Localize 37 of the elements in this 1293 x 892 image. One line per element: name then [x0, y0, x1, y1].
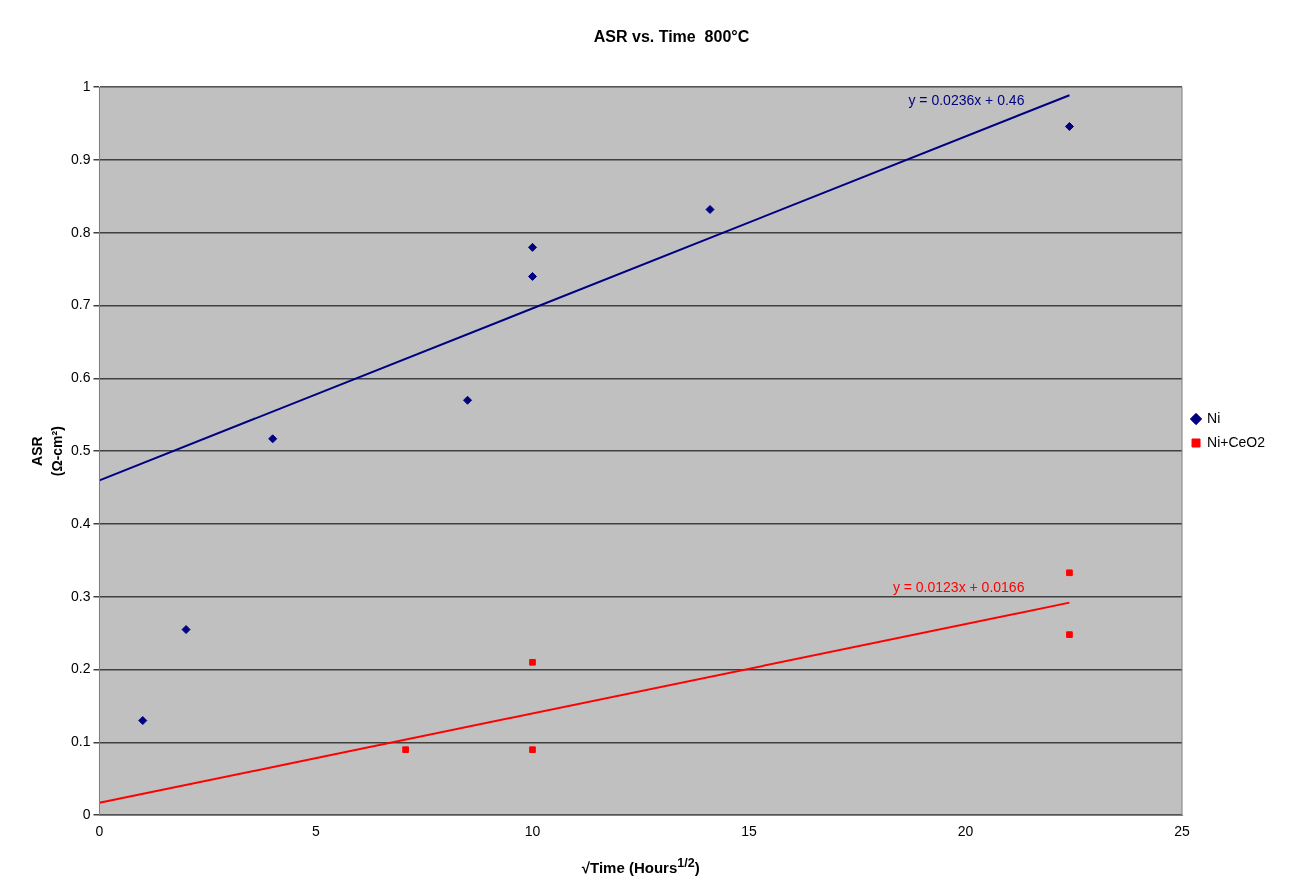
- y-tick-label: 0: [82, 806, 91, 823]
- annotation: y = 0.0236x + 0.46: [908, 92, 1025, 109]
- y-tick-label: 0.8: [70, 223, 91, 240]
- y-tick-label: 1: [82, 78, 91, 95]
- point: [1066, 569, 1073, 577]
- x-tick-label: 20: [957, 823, 974, 840]
- x-tick-label: 5: [312, 823, 321, 840]
- point: [529, 658, 536, 666]
- point: [402, 746, 409, 754]
- y-tick-label: 0.3: [70, 587, 91, 604]
- annotation: y = 0.0123x + 0.0166: [892, 579, 1025, 596]
- y-tick-label: 0.2: [70, 660, 91, 677]
- y-tick-label: 0.4: [70, 514, 91, 531]
- y-tick-label: 0.1: [70, 733, 91, 750]
- point: [1066, 631, 1073, 638]
- legend-label: Ni+CeO2: [1207, 433, 1266, 450]
- x-tick-label: 25: [1174, 823, 1191, 840]
- point: [268, 434, 278, 444]
- x-tick-label: 0: [95, 823, 104, 840]
- y-tick-label: 0.5: [70, 442, 91, 459]
- point: [527, 271, 537, 281]
- y-tick-label: 0.6: [70, 369, 91, 386]
- legend-label: Ni: [1207, 409, 1221, 426]
- point: [138, 716, 148, 726]
- point: [705, 205, 715, 214]
- chart-title: ASR vs. Time 800°C: [593, 28, 750, 46]
- x-tick-label: 15: [741, 823, 757, 840]
- point: [529, 746, 536, 754]
- y-axis-title: ASR (Ω-cm²): [28, 426, 65, 477]
- y-tick-label: 0.7: [70, 296, 91, 313]
- point: [463, 395, 473, 405]
- point: [1064, 122, 1074, 132]
- x-axis-title: √Time (Hours$^{1/2}$): [580, 856, 701, 876]
- x-tick-label: 10: [524, 823, 541, 840]
- y-tick-label: 0.9: [70, 150, 91, 167]
- point: [527, 242, 537, 252]
- point: [181, 625, 191, 635]
